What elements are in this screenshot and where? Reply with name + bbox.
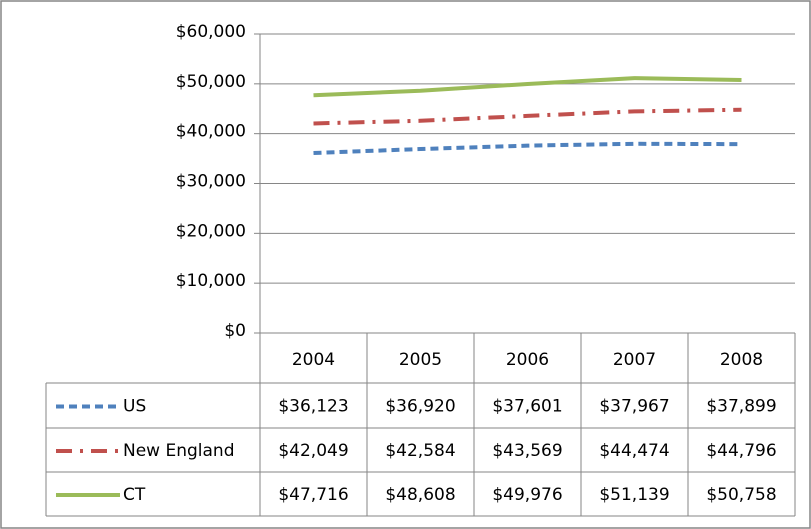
table-cell: $36,123 xyxy=(278,397,348,417)
series-line xyxy=(313,76,742,98)
table-cell: $42,049 xyxy=(278,441,348,461)
y-tick-label: $10,000 xyxy=(176,271,246,291)
y-tick-label: $20,000 xyxy=(176,221,246,241)
series-line xyxy=(313,107,742,126)
x-tick-label: 2004 xyxy=(292,350,335,370)
x-tick-label: 2008 xyxy=(720,350,763,370)
x-tick-label: 2007 xyxy=(613,350,656,370)
legend-label: US xyxy=(123,397,146,417)
table-cell: $47,716 xyxy=(278,485,348,505)
table-cell: $42,584 xyxy=(385,441,455,461)
table-cell: $44,474 xyxy=(599,441,669,461)
y-tick-label: $0 xyxy=(224,321,246,341)
table-cell: $49,976 xyxy=(492,485,562,505)
x-tick-label: 2006 xyxy=(506,350,549,370)
y-tick-label: $40,000 xyxy=(176,122,246,142)
table-cell: $37,899 xyxy=(706,397,776,417)
y-tick-label: $30,000 xyxy=(176,172,246,192)
table-cell: $37,967 xyxy=(599,397,669,417)
legend-label: CT xyxy=(123,485,146,505)
series-line xyxy=(313,141,742,155)
table-cell: $44,796 xyxy=(706,441,776,461)
table-cell: $43,569 xyxy=(492,441,562,461)
y-tick-label: $50,000 xyxy=(176,72,246,92)
x-tick-label: 2005 xyxy=(399,350,442,370)
legend-label: New England xyxy=(123,441,235,461)
table-cell: $48,608 xyxy=(385,485,455,505)
table-cell: $51,139 xyxy=(599,485,669,505)
y-tick-label: $60,000 xyxy=(176,22,246,42)
table-cell: $36,920 xyxy=(385,397,455,417)
table-cell: $50,758 xyxy=(706,485,776,505)
table-cell: $37,601 xyxy=(492,397,562,417)
